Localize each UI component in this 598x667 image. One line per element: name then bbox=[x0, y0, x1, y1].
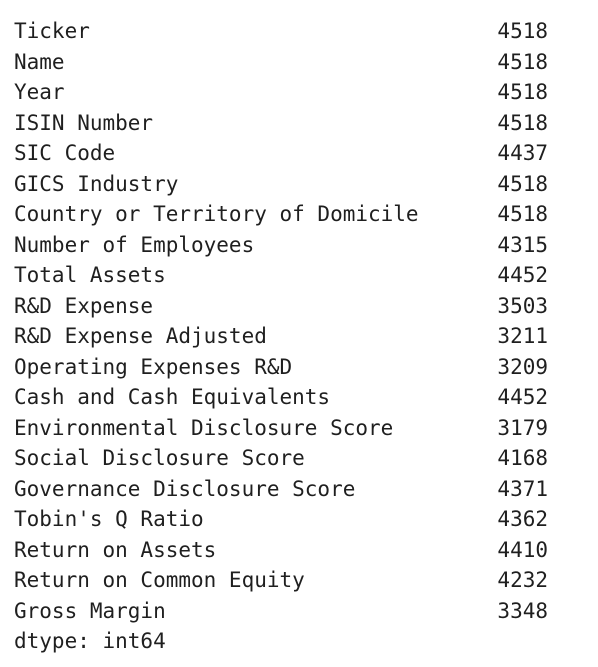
series-row: Governance Disclosure Score 4371 bbox=[14, 474, 584, 505]
series-row: Ticker 4518 bbox=[14, 16, 584, 47]
row-label: Environmental Disclosure Score bbox=[14, 415, 394, 440]
series-row: R&D Expense Adjusted 3211 bbox=[14, 321, 584, 352]
row-count: 4452 bbox=[497, 263, 548, 287]
row-count: 4232 bbox=[497, 568, 548, 592]
series-row: Cash and Cash Equivalents 4452 bbox=[14, 382, 584, 413]
row-label: Tobin's Q Ratio bbox=[14, 507, 204, 531]
row-label: Operating Expenses R&D bbox=[14, 354, 293, 379]
series-row: Number of Employees 4315 bbox=[14, 230, 584, 261]
row-label: Governance Disclosure Score bbox=[14, 476, 356, 501]
row-count: 4518 bbox=[497, 110, 548, 135]
series-row: Name 4518 bbox=[14, 47, 584, 78]
row-count: 4371 bbox=[497, 476, 548, 501]
row-label: Number of Employees bbox=[14, 232, 255, 257]
dtype-line: dtype: int64 bbox=[14, 629, 166, 653]
row-count: 4518 bbox=[497, 19, 548, 43]
row-count: 4518 bbox=[497, 202, 548, 226]
row-label: Gross Margin bbox=[14, 598, 166, 623]
row-label: GICS Industry bbox=[14, 171, 179, 196]
row-label: Total Assets bbox=[14, 263, 166, 287]
series-row: Country or Territory of Domicile 4518 bbox=[14, 199, 584, 230]
row-count: 4437 bbox=[497, 141, 548, 165]
row-count: 3209 bbox=[497, 354, 548, 379]
series-row: Social Disclosure Score 4168 bbox=[14, 443, 584, 474]
row-count: 4315 bbox=[497, 232, 548, 257]
row-label: ISIN Number bbox=[14, 110, 154, 135]
series-row: SIC Code 4437 bbox=[14, 138, 584, 169]
series-row: Gross Margin 3348 bbox=[14, 596, 584, 627]
row-label: SIC Code bbox=[14, 141, 116, 165]
row-label: Ticker bbox=[14, 19, 90, 43]
series-row: R&D Expense 3503 bbox=[14, 291, 584, 322]
series-row: Year 4518 bbox=[14, 77, 584, 108]
series-row: GICS Industry 4518 bbox=[14, 169, 584, 200]
row-count: 3179 bbox=[497, 415, 548, 440]
series-row: ISIN Number 4518 bbox=[14, 108, 584, 139]
row-label: Cash and Cash Equivalents bbox=[14, 385, 331, 409]
row-count: 4362 bbox=[497, 507, 548, 531]
row-count: 4518 bbox=[497, 80, 548, 104]
row-label: Country or Territory of Domicile bbox=[14, 202, 419, 226]
row-label: Return on Assets bbox=[14, 537, 217, 562]
row-count: 3348 bbox=[497, 598, 548, 623]
series-row: Operating Expenses R&D 3209 bbox=[14, 352, 584, 383]
row-count: 4518 bbox=[497, 49, 548, 74]
series-rows: Ticker 4518 Name 4518 Year 4518 ISIN Number 451… bbox=[14, 16, 584, 626]
row-label: Return on Common Equity bbox=[14, 568, 305, 592]
row-count: 3503 bbox=[497, 293, 548, 318]
row-count: 4518 bbox=[497, 171, 548, 196]
series-row: Return on Common Equity 4232 bbox=[14, 565, 584, 596]
series-output: Ticker 4518 Name 4518 Year 4518 ISIN Number 451… bbox=[14, 16, 584, 657]
row-count: 3211 bbox=[497, 324, 548, 348]
row-label: Social Disclosure Score bbox=[14, 446, 305, 470]
row-label: Year bbox=[14, 80, 65, 104]
series-row: Tobin's Q Ratio 4362 bbox=[14, 504, 584, 535]
series-row: Return on Assets 4410 bbox=[14, 535, 584, 566]
row-label: Name bbox=[14, 49, 65, 74]
row-label: R&D Expense Adjusted bbox=[14, 324, 267, 348]
series-row: Total Assets 4452 bbox=[14, 260, 584, 291]
row-count: 4168 bbox=[497, 446, 548, 470]
row-count: 4452 bbox=[497, 385, 548, 409]
row-label: R&D Expense bbox=[14, 293, 154, 318]
series-row: Environmental Disclosure Score 3179 bbox=[14, 413, 584, 444]
row-count: 4410 bbox=[497, 537, 548, 562]
